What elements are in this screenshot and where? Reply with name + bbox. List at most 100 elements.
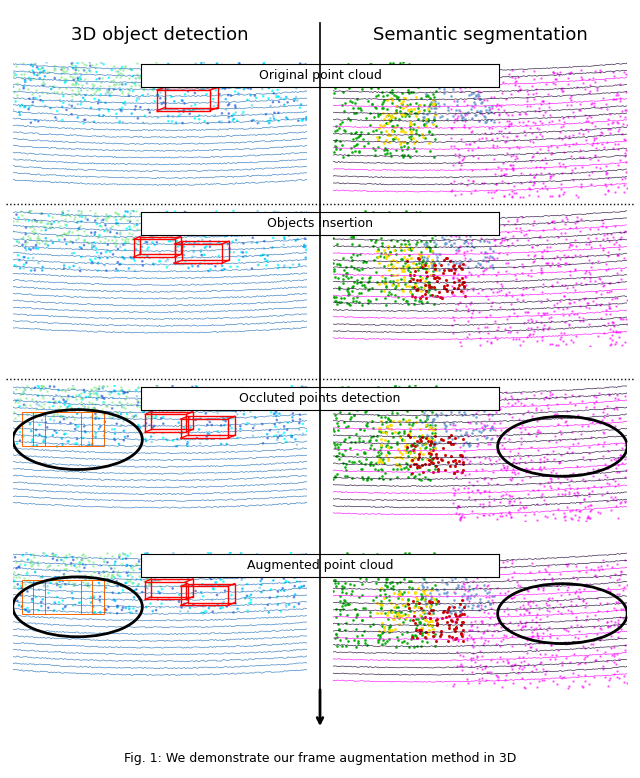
Point	[265, 591, 275, 604]
Point	[499, 168, 509, 180]
Point	[328, 86, 339, 99]
Point	[557, 167, 568, 180]
Point	[516, 438, 527, 450]
Point	[589, 134, 600, 146]
Point	[56, 209, 67, 221]
Point	[395, 418, 405, 430]
Point	[466, 569, 476, 581]
Point	[460, 76, 470, 89]
Point	[420, 595, 431, 608]
Point	[200, 398, 210, 411]
Point	[54, 228, 65, 240]
Point	[458, 650, 468, 662]
Point	[26, 425, 36, 437]
Point	[182, 438, 193, 450]
Point	[429, 559, 440, 572]
Point	[257, 210, 267, 223]
Point	[400, 440, 410, 453]
Point	[404, 58, 414, 70]
Point	[417, 635, 427, 647]
Point	[463, 482, 474, 494]
Point	[139, 405, 149, 418]
Point	[438, 583, 449, 595]
Point	[480, 116, 490, 128]
Point	[70, 598, 80, 611]
Point	[359, 552, 369, 565]
Point	[602, 400, 612, 412]
Point	[145, 598, 156, 610]
Point	[403, 429, 413, 442]
Point	[195, 258, 205, 270]
Point	[454, 279, 465, 291]
Point	[567, 426, 577, 438]
Point	[102, 556, 113, 569]
Point	[79, 420, 90, 433]
Point	[525, 599, 535, 612]
Point	[50, 394, 60, 407]
Point	[331, 134, 341, 146]
Point	[105, 89, 115, 102]
Point	[156, 598, 166, 610]
Point	[428, 265, 438, 277]
Point	[95, 552, 106, 564]
Point	[189, 246, 199, 258]
Point	[98, 109, 108, 121]
Point	[392, 607, 403, 619]
Point	[93, 265, 103, 277]
Point	[600, 646, 610, 658]
Point	[362, 417, 372, 429]
Point	[470, 398, 481, 410]
Point	[431, 634, 442, 647]
Point	[413, 247, 424, 260]
Point	[279, 426, 289, 439]
Point	[417, 590, 427, 602]
Point	[557, 112, 568, 124]
Point	[189, 112, 200, 124]
Point	[552, 578, 563, 591]
Point	[472, 662, 482, 675]
Point	[538, 95, 548, 107]
Point	[287, 430, 297, 443]
Point	[76, 251, 86, 263]
Point	[552, 297, 562, 310]
Point	[554, 259, 564, 272]
Point	[456, 468, 466, 480]
Point	[235, 65, 245, 77]
Point	[410, 587, 420, 599]
Point	[522, 92, 532, 104]
Point	[291, 68, 301, 81]
Point	[384, 633, 394, 645]
Point	[202, 64, 212, 76]
Point	[328, 426, 339, 438]
Point	[515, 492, 525, 504]
Point	[258, 437, 268, 450]
Point	[384, 594, 394, 606]
Point	[212, 589, 222, 601]
Point	[543, 96, 554, 109]
Point	[269, 206, 279, 219]
Point	[438, 254, 449, 266]
Point	[392, 78, 402, 90]
Point	[495, 416, 505, 429]
Point	[508, 164, 518, 177]
Point	[26, 244, 36, 256]
Point	[40, 78, 50, 90]
Point	[483, 391, 493, 404]
Point	[430, 262, 440, 275]
Point	[38, 547, 49, 559]
Point	[456, 177, 467, 190]
Point	[94, 380, 104, 392]
Point	[349, 568, 359, 580]
Point	[125, 62, 136, 75]
Point	[328, 398, 339, 411]
Point	[230, 208, 240, 220]
Point	[507, 659, 517, 671]
Point	[603, 680, 613, 692]
Point	[531, 629, 541, 641]
Point	[412, 640, 422, 652]
Point	[200, 407, 211, 419]
Point	[485, 598, 495, 610]
Text: Objects insertion: Objects insertion	[267, 217, 373, 230]
Point	[557, 85, 567, 97]
Point	[122, 397, 132, 409]
